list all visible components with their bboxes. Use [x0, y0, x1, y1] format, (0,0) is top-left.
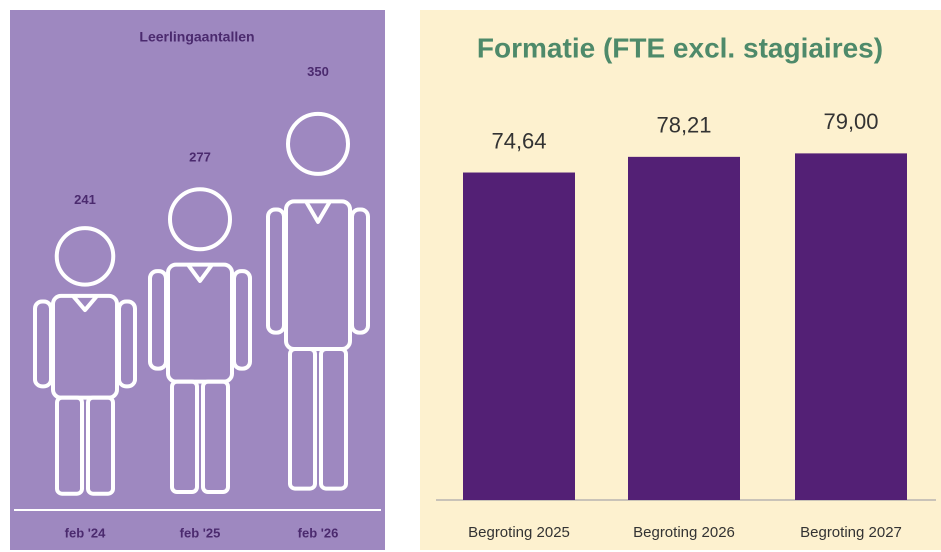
- value-label: 241: [74, 192, 96, 207]
- x-tick-label: feb '25: [180, 525, 221, 540]
- x-tick-label: feb '24: [65, 525, 106, 540]
- value-label: 350: [307, 64, 329, 79]
- bar: [628, 157, 740, 500]
- value-label: 277: [189, 150, 211, 165]
- x-tick-label: Begroting 2025: [468, 524, 570, 541]
- bar: [463, 173, 575, 500]
- bar: [795, 153, 907, 500]
- value-label: 74,64: [491, 128, 546, 153]
- value-label: 79,00: [823, 109, 878, 134]
- chart-title: Leerlingaantallen: [139, 29, 254, 45]
- x-tick-label: Begroting 2026: [633, 524, 735, 541]
- x-tick-label: Begroting 2027: [800, 524, 902, 541]
- chart-title: Formatie (FTE excl. stagiaires): [477, 32, 883, 63]
- value-label: 78,21: [656, 113, 711, 138]
- x-tick-label: feb '26: [298, 525, 339, 540]
- page: Leerlingaantallen Formatie (FTE excl. st…: [0, 0, 941, 552]
